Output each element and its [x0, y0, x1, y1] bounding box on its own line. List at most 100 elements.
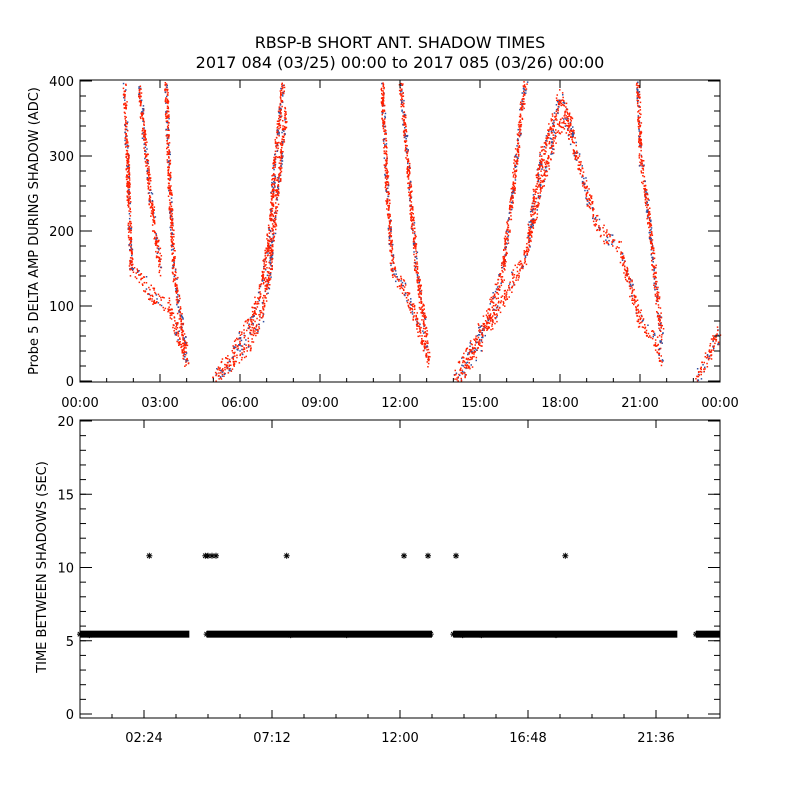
shadow-amplitude-point [526, 237, 529, 239]
shadow-amplitude-point [130, 232, 132, 234]
shadow-amplitude-point [531, 236, 533, 238]
shadow-amplitude-point [267, 227, 270, 229]
shadow-amplitude-point [259, 284, 262, 286]
shadow-amplitude-point [170, 312, 172, 315]
shadow-amplitude-point [651, 239, 654, 241]
shadow-amplitude-point [168, 306, 170, 308]
shadow-amplitude-point [266, 233, 268, 235]
shadow-amplitude-point [531, 219, 533, 221]
shadow-amplitude-point [512, 183, 514, 186]
shadow-amplitude-point [168, 166, 170, 169]
shadow-amplitude-point [568, 125, 570, 128]
shadow-amplitude-point [383, 104, 386, 107]
shadow-amplitude-point [548, 168, 551, 170]
shadow-amplitude-point [125, 142, 127, 145]
shadow-amplitude-point [412, 219, 414, 221]
shadow-amplitude-point [409, 309, 411, 311]
shadow-amplitude-point [282, 128, 284, 131]
shadow-amplitude-point [591, 207, 594, 209]
shadow-amplitude-point [128, 192, 130, 194]
shadow-amplitude-point [143, 143, 145, 145]
shadow-amplitude-point [599, 227, 601, 229]
shadow-amplitude-point [520, 132, 522, 135]
shadow-amplitude-point [148, 178, 150, 180]
shadow-amplitude-point [526, 81, 529, 83]
shadow-amplitude-point [502, 301, 505, 303]
shadow-amplitude-point [507, 234, 510, 237]
shadow-amplitude-point [387, 209, 390, 211]
shadow-amplitude-point [217, 368, 219, 371]
shadow-amplitude-point [175, 271, 177, 274]
shadow-amplitude-point [268, 276, 270, 279]
shadow-amplitude-point [166, 159, 168, 161]
shadow-amplitude-point [382, 121, 384, 123]
shadow-amplitude-point [277, 187, 280, 190]
shadow-amplitude-point [143, 281, 146, 284]
shadow-amplitude-point [404, 116, 407, 119]
shadow-amplitude-point [156, 245, 159, 247]
shadow-amplitude-point [162, 306, 164, 309]
shadow-amplitude-point [492, 302, 495, 304]
shadow-amplitude-point [569, 131, 571, 133]
shadow-amplitude-point [147, 182, 149, 184]
shadow-amplitude-point [270, 237, 273, 240]
shadow-amplitude-point [488, 322, 491, 324]
shadow-amplitude-point [154, 302, 157, 304]
shadow-amplitude-point [277, 177, 280, 179]
shadow-amplitude-point [407, 176, 410, 178]
shadow-amplitude-point [382, 100, 385, 102]
shadow-amplitude-point [124, 128, 127, 130]
shadow-amplitude-point [182, 318, 184, 320]
shadow-amplitude-point [595, 215, 598, 217]
shadow-amplitude-point [455, 372, 458, 374]
shadow-amplitude-point [177, 333, 180, 335]
shadow-amplitude-point [174, 284, 176, 287]
shadow-amplitude-point [550, 158, 552, 161]
shadow-amplitude-point [155, 234, 158, 237]
shadow-amplitude-point [232, 361, 235, 363]
shadow-amplitude-point [170, 214, 173, 217]
shadow-amplitude-point [272, 202, 274, 204]
shadow-amplitude-point [524, 86, 526, 88]
shadow-amplitude-point [562, 101, 564, 104]
shadow-amplitude-point [128, 239, 131, 241]
shadow-amplitude-point [637, 326, 640, 328]
shadow-amplitude-point [127, 195, 129, 198]
shadow-amplitude-point [169, 208, 172, 211]
shadow-amplitude-point [130, 201, 132, 203]
shadow-amplitude-point [588, 202, 590, 204]
shadow-amplitude-point [255, 308, 257, 310]
shadow-amplitude-point [403, 289, 405, 291]
shadow-amplitude-point [171, 260, 173, 262]
shadow-amplitude-point [661, 359, 664, 361]
shadow-amplitude-point [174, 283, 176, 285]
shadow-amplitude-point [394, 270, 397, 272]
shadow-amplitude-point [540, 170, 542, 172]
shadow-amplitude-point [405, 151, 408, 153]
shadow-amplitude-point [243, 351, 245, 353]
shadow-amplitude-point [264, 249, 266, 252]
shadow-amplitude-point [143, 123, 145, 125]
shadow-amplitude-point [505, 296, 508, 298]
shadow-amplitude-point [539, 155, 541, 157]
shadow-amplitude-point [573, 133, 575, 135]
shadow-amplitude-point [522, 105, 524, 108]
shadow-amplitude-point [271, 195, 274, 198]
shadow-amplitude-point [645, 193, 647, 195]
shadow-amplitude-point [407, 150, 409, 153]
shadow-amplitude-point [236, 345, 239, 348]
shadow-amplitude-point [170, 207, 172, 210]
shadow-amplitude-point [185, 336, 187, 338]
shadow-amplitude-point [416, 275, 419, 277]
shadow-amplitude-point [143, 130, 146, 132]
shadow-amplitude-point [381, 100, 384, 102]
shadow-amplitude-point [272, 220, 275, 222]
shadow-amplitude-point [169, 317, 172, 319]
shadow-amplitude-point [494, 290, 497, 293]
shadow-amplitude-point [176, 312, 179, 315]
shadow-amplitude-point [418, 330, 421, 333]
shadow-amplitude-point [475, 356, 478, 359]
shadow-amplitude-point [272, 252, 274, 254]
shadow-amplitude-point [560, 104, 562, 107]
shadow-amplitude-point [460, 367, 462, 369]
